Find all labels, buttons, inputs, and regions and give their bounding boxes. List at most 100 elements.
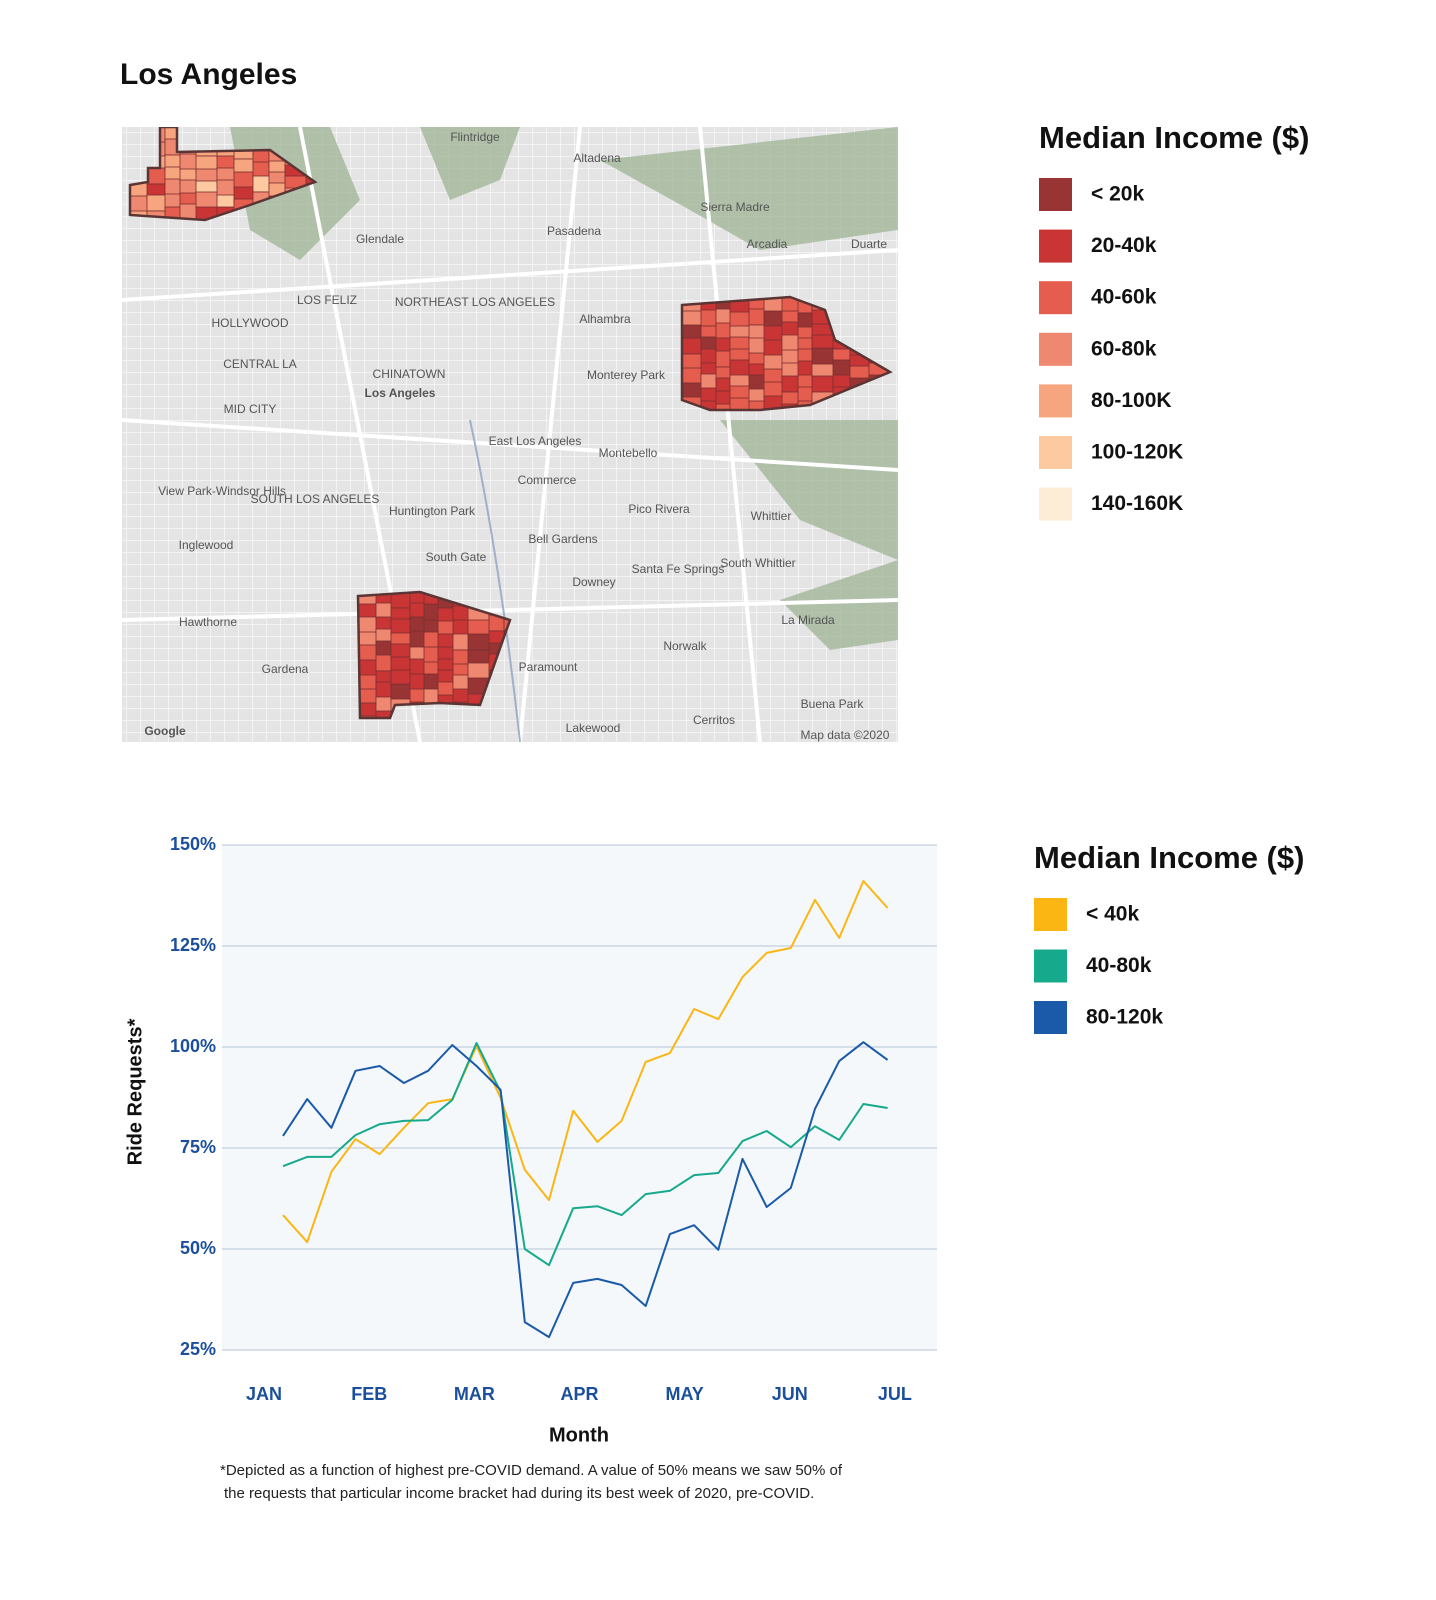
place-label: Glendale <box>356 232 404 246</box>
place-label: MID CITY <box>224 402 277 416</box>
place-label: Cerritos <box>693 713 735 727</box>
series-line <box>282 1041 889 1339</box>
legend-swatch <box>1039 487 1072 521</box>
legend-title: Median Income ($) <box>1034 840 1304 875</box>
place-label: Gardena <box>262 662 309 676</box>
x-tick-label: FEB <box>351 1384 387 1404</box>
place-label: Pico Rivera <box>628 502 690 516</box>
legend-swatch <box>1039 178 1072 211</box>
river <box>469 419 521 742</box>
place-label: Flintridge <box>450 130 500 144</box>
place-label: South Whittier <box>720 556 795 570</box>
place-label: Norwalk <box>663 639 707 653</box>
legend-label: 140-160K <box>1091 492 1183 515</box>
place-label: Pasadena <box>547 224 601 238</box>
footnote: *Depicted as a function of highest pre-C… <box>220 1462 843 1479</box>
x-axis-label: Month <box>549 1424 609 1446</box>
x-tick-label: JAN <box>246 1384 282 1404</box>
place-label: CHINATOWN <box>373 367 446 381</box>
plot-area <box>222 845 937 1350</box>
place-label: Santa Fe Springs <box>632 562 725 576</box>
legend-title: Median Income ($) <box>1039 120 1309 155</box>
census-tract <box>811 375 835 393</box>
x-tick-label: MAR <box>454 1384 495 1404</box>
place-label: Altadena <box>573 151 621 165</box>
legend-label: 60-80k <box>1091 337 1157 360</box>
place-label: NORTHEAST LOS ANGELES <box>395 295 555 309</box>
y-axis-label: Ride Requests* <box>124 1018 146 1165</box>
legend-swatch <box>1034 1001 1067 1034</box>
place-label: Paramount <box>519 660 578 674</box>
legend-swatch <box>1034 949 1067 983</box>
cluster-outline <box>356 590 512 720</box>
place-label: Sierra Madre <box>700 200 770 214</box>
place-label: Montebello <box>599 446 658 460</box>
legend-label: 20-40k <box>1091 234 1157 257</box>
cluster-outline <box>128 127 318 222</box>
legend-swatch <box>1039 281 1072 315</box>
map-title: Los Angeles <box>120 58 297 91</box>
place-label: SOUTH LOS ANGELES <box>251 492 380 506</box>
place-label: Bell Gardens <box>528 532 597 546</box>
footnote: the requests that particular income brac… <box>224 1485 814 1502</box>
x-tick-label: JUN <box>772 1384 808 1404</box>
place-label: View Park-Windsor Hills <box>158 484 286 498</box>
place-label: East Los Angeles <box>489 434 582 448</box>
place-label: Monterey Park <box>587 368 666 382</box>
census-tract <box>195 191 219 209</box>
place-label: Lakewood <box>566 721 621 735</box>
place-label: Inglewood <box>179 538 234 552</box>
x-tick-label: JUL <box>878 1384 912 1404</box>
legend-swatch <box>1039 229 1072 263</box>
place-label: HOLLYWOOD <box>211 316 288 330</box>
y-tick-label: 125% <box>170 935 216 955</box>
y-tick-label: 75% <box>180 1137 216 1157</box>
legend-swatch <box>1039 384 1072 418</box>
place-label: Alhambra <box>579 312 631 326</box>
y-tick-label: 150% <box>170 834 216 854</box>
legend-swatch <box>1039 436 1072 469</box>
census-tract <box>467 633 491 651</box>
census-tract <box>811 347 835 365</box>
census-tract <box>715 403 739 410</box>
place-label: Google <box>144 724 186 738</box>
y-tick-label: 50% <box>180 1238 216 1258</box>
x-tick-label: MAY <box>665 1384 703 1404</box>
census-tract <box>467 619 491 637</box>
legend-label: 40-60k <box>1091 286 1157 309</box>
place-label: Whittier <box>751 509 792 523</box>
y-tick-label: 25% <box>180 1339 216 1359</box>
legend-label: 80-120k <box>1086 1006 1163 1029</box>
cluster-outline <box>680 295 893 412</box>
place-label: Buena Park <box>801 697 865 711</box>
legend-label: < 20k <box>1091 183 1144 206</box>
place-label: Arcadia <box>747 237 788 251</box>
place-label: Hawthorne <box>179 615 237 629</box>
freeway <box>122 127 898 742</box>
place-label: Map data ©2020 <box>801 728 890 742</box>
series-line <box>282 880 889 1244</box>
legend-label: < 40k <box>1086 903 1139 926</box>
series-line <box>282 1042 888 1267</box>
place-label: LOS FELIZ <box>297 293 357 307</box>
legend-label: 100-120K <box>1091 441 1183 464</box>
place-label: South Gate <box>426 550 487 564</box>
legend-label: 80-100K <box>1091 389 1172 412</box>
legend-swatch <box>1034 898 1067 931</box>
legend-label: 40-80k <box>1086 954 1152 977</box>
y-tick-label: 100% <box>170 1036 216 1056</box>
x-tick-label: APR <box>560 1384 598 1404</box>
place-label: CENTRAL LA <box>223 357 297 371</box>
map: Flintridge Altadena Sierra Madre Glendale Pa… <box>122 127 898 742</box>
place-label: La Mirada <box>781 613 835 627</box>
place-label: Los Angeles <box>365 386 436 400</box>
legend-swatch <box>1039 332 1072 366</box>
census-tract <box>375 710 399 718</box>
census-tract <box>467 662 491 680</box>
place-label: Huntington Park <box>389 504 476 518</box>
place-label: Downey <box>572 575 615 589</box>
place-label: Duarte <box>851 237 887 251</box>
place-label: Commerce <box>518 473 577 487</box>
